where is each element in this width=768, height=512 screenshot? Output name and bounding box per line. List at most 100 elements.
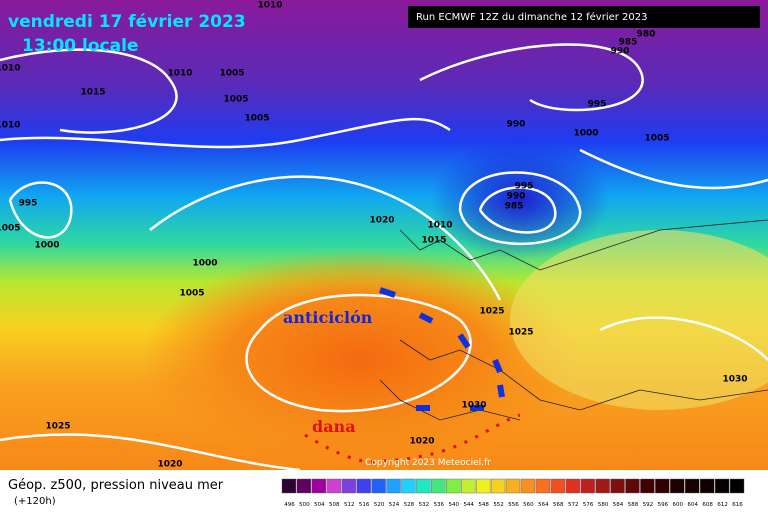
isobar-label: 1020: [369, 216, 394, 226]
isobar-label: 1030: [461, 401, 486, 411]
scale-label: 552: [493, 502, 504, 508]
scale-label: 540: [449, 502, 460, 508]
scale-label: 564: [538, 502, 549, 508]
scale-label: 528: [404, 502, 415, 508]
scale-cell: [341, 478, 356, 494]
isobar-label: 1005: [244, 114, 269, 124]
scale-cell: [580, 478, 595, 494]
scale-cell: [640, 478, 655, 494]
run-info: Run ECMWF 12Z du dimanche 12 février 202…: [416, 11, 648, 23]
scale-cell: [311, 478, 327, 494]
isobar-label: 1010: [0, 64, 21, 74]
isobar-label: 995: [19, 199, 38, 209]
isobar-label: 1005: [644, 134, 669, 144]
scale-label: 520: [374, 502, 385, 508]
scale-cell: [281, 478, 297, 494]
isobar-label: 1025: [508, 328, 533, 338]
high-label: anticiclón: [283, 308, 373, 327]
scale-cell: [670, 478, 685, 494]
scale-cell: [535, 478, 551, 494]
scale-cell: [416, 478, 431, 494]
high-core: [140, 250, 580, 470]
scale-label: 604: [687, 502, 698, 508]
scale-label: 596: [658, 502, 669, 508]
time: 13:00 locale: [22, 36, 138, 56]
scale-label: 592: [643, 502, 654, 508]
scale-label: 496: [284, 502, 295, 508]
isobar-label: 1005: [223, 95, 248, 105]
isobar-label: 1000: [34, 241, 59, 251]
scale-cell: [401, 478, 416, 494]
run-box: [408, 6, 760, 28]
scale-cell: [729, 478, 745, 494]
scale-label: 556: [508, 502, 519, 508]
scale-cell: [446, 478, 461, 494]
isobar-label: 990: [507, 192, 526, 202]
isobar-label: 1030: [722, 375, 747, 385]
isobar-label: 1025: [45, 422, 70, 432]
scale-cell: [461, 478, 476, 494]
scale-label: 516: [359, 502, 370, 508]
scale-cell: [550, 478, 565, 494]
scale-cell: [699, 478, 715, 494]
isobar-label: 985: [505, 202, 524, 212]
scale-label: 536: [434, 502, 445, 508]
scale-cell: [610, 478, 625, 494]
scale-label: 504: [314, 502, 325, 508]
scale-label: 616: [732, 502, 743, 508]
scale-label: 560: [523, 502, 534, 508]
scale-label: 512: [344, 502, 355, 508]
scale-label: 576: [583, 502, 594, 508]
isobar-label: 985: [619, 38, 638, 48]
scale-label: 532: [419, 502, 430, 508]
east-plateau: [510, 230, 768, 410]
scale-label: 508: [329, 502, 340, 508]
scale-label: 588: [628, 502, 639, 508]
scale-cell: [505, 478, 521, 494]
copyright: Copyright 2023 Meteociel.fr: [365, 458, 491, 468]
isobar-label: 1010: [427, 221, 452, 231]
scale-cell: [625, 478, 640, 494]
scale-label: 608: [702, 502, 713, 508]
isobar-label: 1005: [219, 69, 244, 79]
scale-label: 584: [613, 502, 624, 508]
isobar-label: 1010: [0, 121, 21, 131]
isobar-label: 1015: [421, 236, 446, 246]
footer-title: Géop. z500, pression niveau mer: [8, 478, 224, 493]
isobar-label: 990: [507, 120, 526, 130]
scale-cell: [595, 478, 610, 494]
scale-cell: [490, 478, 506, 494]
isobar-label: 1005: [179, 289, 204, 299]
scale-cell: [356, 478, 371, 494]
lead-time: (+120h): [14, 496, 56, 507]
isobar-label: 1000: [192, 259, 217, 269]
scale-label: 524: [389, 502, 400, 508]
scale-cell: [386, 478, 401, 494]
isobar-label: 1010: [167, 69, 192, 79]
scale-label: 544: [463, 502, 474, 508]
scale-cell: [520, 478, 536, 494]
scale-label: 500: [299, 502, 310, 508]
scale-cell: [655, 478, 670, 494]
isobar-label: 995: [515, 182, 534, 192]
scale-label: 580: [598, 502, 609, 508]
scale-label: 612: [717, 502, 728, 508]
scale-label: 568: [553, 502, 564, 508]
isobar-label: 1015: [80, 88, 105, 98]
isobar-label: 1020: [157, 460, 182, 470]
isobar-label: 990: [611, 47, 630, 57]
isobar-label: 1025: [479, 307, 504, 317]
isobar-label: 1020: [409, 437, 434, 447]
scale-cell: [475, 478, 491, 494]
isobars: [0, 43, 768, 472]
scale-cell: [685, 478, 700, 494]
scale-cell: [326, 478, 341, 494]
date: vendredi 17 février 2023: [8, 12, 246, 32]
scale-cell: [431, 478, 446, 494]
scale-cell: [296, 478, 312, 494]
coastlines: [379, 219, 768, 421]
isobar-label: 1010: [257, 1, 282, 11]
scale-cell: [565, 478, 580, 494]
